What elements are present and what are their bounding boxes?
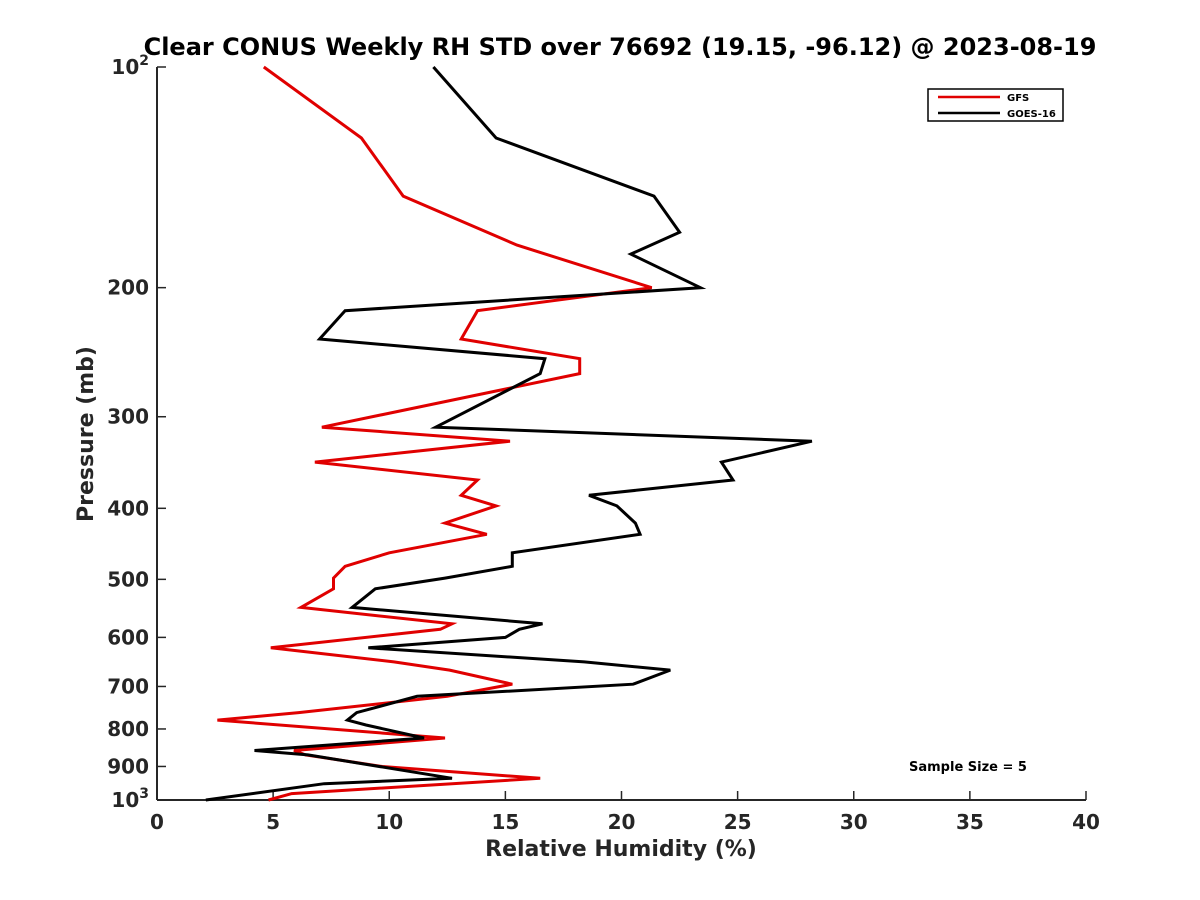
y-tick-label: 600 xyxy=(107,625,149,649)
y-tick-base: 700 xyxy=(107,674,149,698)
sample-size-annotation: Sample Size = 5 xyxy=(909,760,1027,775)
x-tick-label: 5 xyxy=(266,810,280,834)
y-tick-label: 900 xyxy=(107,754,149,778)
x-axis-label: Relative Humidity (%) xyxy=(485,837,757,862)
legend: GFS GOES-16 xyxy=(927,88,1064,122)
y-tick-base: 10 xyxy=(111,788,139,812)
y-tick-exponent: 3 xyxy=(139,786,149,802)
x-ticks: 0 5 10 15 20 25 30 35 40 xyxy=(150,791,1100,834)
y-tick-base: 500 xyxy=(107,567,149,591)
y-tick-label: 102 xyxy=(111,53,149,79)
x-tick-label: 35 xyxy=(956,810,984,834)
y-tick-label: 800 xyxy=(107,717,149,741)
y-tick-label: 500 xyxy=(107,567,149,591)
chart-title: Clear CONUS Weekly RH STD over 76692 (19… xyxy=(144,33,1097,61)
legend-box xyxy=(927,88,1064,122)
y-tick-label: 700 xyxy=(107,674,149,698)
legend-label: GOES-16 xyxy=(1007,109,1056,120)
y-tick-base: 400 xyxy=(107,496,149,520)
y-tick-base: 10 xyxy=(111,55,139,79)
y-axis-label: Pressure (mb) xyxy=(74,346,99,522)
y-tick-base: 800 xyxy=(107,717,149,741)
series-line-goes-16 xyxy=(205,66,813,802)
y-tick-label: 400 xyxy=(107,496,149,520)
y-tick-base: 200 xyxy=(107,276,149,300)
series-lines xyxy=(205,65,813,802)
x-tick-label: 10 xyxy=(375,810,403,834)
y-tick-label: 200 xyxy=(107,276,149,300)
y-tick-base: 600 xyxy=(107,625,149,649)
x-tick-label: 40 xyxy=(1072,810,1100,834)
y-tick-base: 300 xyxy=(107,405,149,429)
x-tick-label: 0 xyxy=(150,810,164,834)
x-tick-label: 30 xyxy=(840,810,868,834)
y-tick-exponent: 2 xyxy=(139,53,149,69)
x-tick-label: 15 xyxy=(491,810,519,834)
y-tick-label: 300 xyxy=(107,405,149,429)
y-tick-label: 103 xyxy=(111,786,149,812)
legend-label: GFS xyxy=(1007,93,1029,104)
x-tick-label: 25 xyxy=(724,810,752,834)
x-tick-label: 20 xyxy=(608,810,636,834)
y-tick-base: 900 xyxy=(107,754,149,778)
